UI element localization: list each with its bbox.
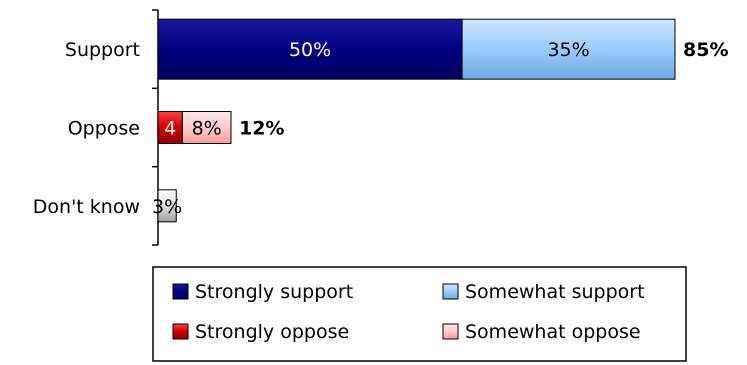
legend-label: Strongly oppose [195, 321, 349, 343]
data-label: 4 [164, 118, 176, 140]
data-label: 50% [289, 39, 331, 61]
total-label: 12% [239, 118, 284, 140]
bar-segment [157, 189, 177, 223]
legend-swatch [172, 323, 189, 340]
legend-swatch [442, 283, 459, 300]
category-label: Don't know [33, 196, 140, 218]
legend: Strongly support Somewhat support Strongly… [152, 266, 687, 362]
total-label: 85% [683, 39, 728, 61]
data-label: 35% [547, 39, 589, 61]
legend-label: Somewhat support [465, 281, 645, 303]
bar-segment [461, 18, 676, 80]
plot-area: Support 50% 35% 85% Oppose 4 8% 12% Don't know 3% [33, 9, 728, 246]
category-label: Oppose [68, 118, 140, 140]
legend-label: Strongly support [195, 281, 353, 303]
legend-swatch [442, 323, 459, 340]
legend-box [152, 266, 687, 362]
bar-segment [157, 111, 183, 144]
legend-label: Somewhat oppose [465, 321, 641, 343]
category-label: Support [65, 39, 140, 61]
bar-segment [181, 111, 232, 144]
data-label: 3% [152, 196, 182, 218]
data-label: 8% [192, 118, 222, 140]
legend-swatch [172, 283, 189, 300]
